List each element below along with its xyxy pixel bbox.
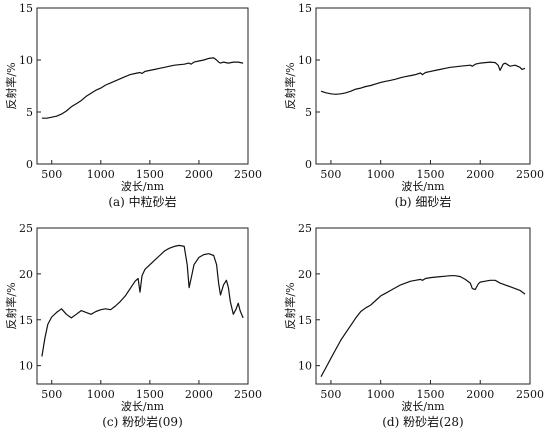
y-tick-label-a-5: 5 xyxy=(26,106,33,119)
x-tick-label-a-2500: 2500 xyxy=(234,168,262,181)
y-tick-label-d-20: 20 xyxy=(298,268,312,281)
x-tick-label-d-1500: 1500 xyxy=(416,388,444,401)
plot-frame-b xyxy=(315,7,531,165)
y-tick-label-b-5: 5 xyxy=(305,106,312,119)
x-tick-label-d-500: 500 xyxy=(320,388,341,401)
y-tick-label-b-10: 10 xyxy=(298,54,312,67)
x-tick-label-c-2500: 2500 xyxy=(234,388,262,401)
spectrum-line-a xyxy=(41,57,244,119)
x-tick-label-d-1000: 1000 xyxy=(367,388,395,401)
y-axis-title-b: 反射率/% xyxy=(283,62,297,109)
x-tick-label-c-2000: 2000 xyxy=(185,388,213,401)
y-tick-label-a-0: 0 xyxy=(26,158,33,171)
x-tick-label-d-2000: 2000 xyxy=(466,388,494,401)
y-tick-label-d-25: 25 xyxy=(298,222,312,235)
y-tick-label-b-0: 0 xyxy=(305,158,312,171)
x-tick-label-b-2500: 2500 xyxy=(516,168,544,181)
plot-frame-a xyxy=(36,7,249,165)
caption-c: (c) 粉砂岩(09) xyxy=(102,414,183,429)
x-tick-label-a-500: 500 xyxy=(41,168,62,181)
y-tick-label-c-20: 20 xyxy=(19,268,33,281)
y-tick-label-c-15: 15 xyxy=(19,314,33,327)
y-axis-title-d: 反射率/% xyxy=(283,282,297,329)
y-tick-label-c-10: 10 xyxy=(19,360,33,373)
y-axis-title-c: 反射率/% xyxy=(4,282,18,329)
y-tick-label-d-15: 15 xyxy=(298,314,312,327)
ticks-c: 500 1000 1500 2000 2500 10 15 20 25 xyxy=(19,222,262,401)
x-tick-label-b-2000: 2000 xyxy=(466,168,494,181)
y-tick-label-b-15: 15 xyxy=(298,2,312,15)
caption-b: (b) 细砂岩 xyxy=(395,194,452,209)
plot-frame-c xyxy=(36,227,249,385)
x-tick-label-d-2500: 2500 xyxy=(516,388,544,401)
ticks-b: 500 1000 1500 2000 2500 0 5 10 15 xyxy=(298,2,544,181)
spectrum-line-d xyxy=(320,275,526,377)
spectrum-line-c xyxy=(41,244,244,357)
x-tick-label-b-1500: 1500 xyxy=(416,168,444,181)
x-tick-label-c-1000: 1000 xyxy=(87,388,115,401)
y-axis-title-a: 反射率/% xyxy=(4,62,18,109)
x-tick-label-a-2000: 2000 xyxy=(185,168,213,181)
x-tick-label-c-1500: 1500 xyxy=(136,388,164,401)
x-axis-title-d: 波长/nm xyxy=(401,400,445,413)
x-axis-title-a: 波长/nm xyxy=(121,180,165,193)
x-tick-label-a-1500: 1500 xyxy=(136,168,164,181)
panel-b: 500 1000 1500 2000 2500 0 5 10 15 波长/nm 反射率/% (b… xyxy=(283,2,544,209)
x-axis-title-c: 波长/nm xyxy=(121,400,165,413)
y-tick-label-a-15: 15 xyxy=(19,2,33,15)
x-tick-label-b-500: 500 xyxy=(320,168,341,181)
spectrum-line-b xyxy=(320,61,526,95)
x-axis-title-b: 波长/nm xyxy=(401,180,445,193)
y-tick-label-a-10: 10 xyxy=(19,54,33,67)
y-tick-label-c-25: 25 xyxy=(19,222,33,235)
ticks-a: 500 1000 1500 2000 2500 0 5 10 15 xyxy=(19,2,262,181)
x-tick-label-c-500: 500 xyxy=(41,388,62,401)
ticks-d: 500 1000 1500 2000 2500 10 15 20 25 xyxy=(298,222,544,401)
caption-a: (a) 中粒砂岩 xyxy=(108,194,176,209)
panel-a: 500 1000 1500 2000 2500 0 5 10 15 波长/nm 反射率/% (a… xyxy=(4,2,262,209)
x-tick-label-a-1000: 1000 xyxy=(87,168,115,181)
plot-frame-d xyxy=(315,227,531,385)
x-tick-label-b-1000: 1000 xyxy=(367,168,395,181)
y-tick-label-d-10: 10 xyxy=(298,360,312,373)
caption-d: (d) 粉砂岩(28) xyxy=(382,414,464,429)
